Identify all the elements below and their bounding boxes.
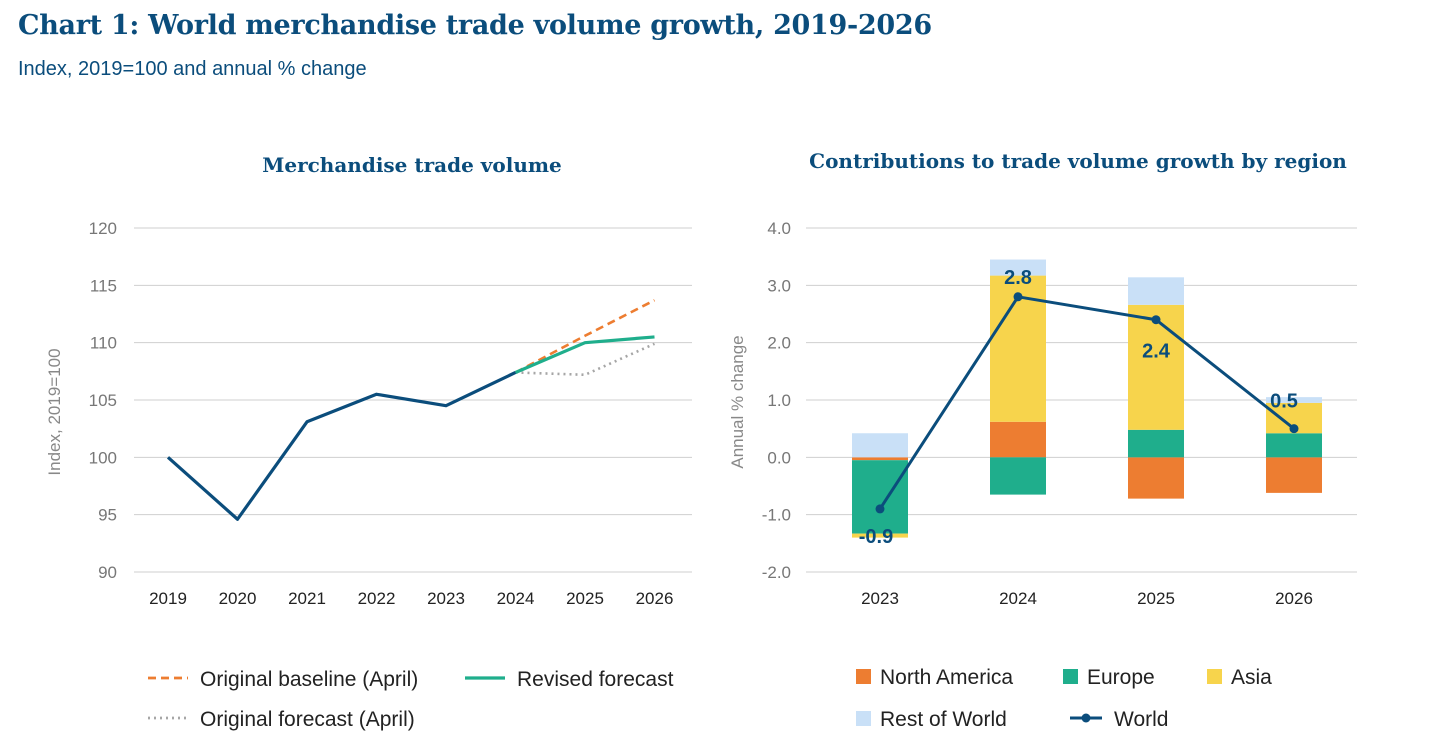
x-tick-label: 2023 [427, 589, 465, 608]
x-tick-label: 2020 [219, 589, 257, 608]
world-marker [1151, 315, 1161, 325]
legend-label: Rest of World [880, 708, 1007, 731]
y-tick-label: 105 [89, 391, 117, 410]
main-title: Chart 1: World merchandise trade volume … [18, 10, 932, 41]
legend-marker [1081, 713, 1091, 723]
world-data-label: 0.5 [1270, 391, 1298, 413]
right-panel-stacked-bar-chart: Contributions to trade volume growth by … [728, 149, 1357, 731]
bar-segment-north-america [1266, 457, 1322, 493]
bar-segment-rest-of-world [852, 433, 908, 458]
legend-swatch [1207, 669, 1222, 684]
legend-label: Europe [1087, 666, 1155, 689]
y-tick-label: 1.0 [767, 391, 791, 410]
series-line-revised-forecast [514, 335, 655, 374]
bar-segment-north-america [990, 421, 1046, 458]
y-tick-label: 120 [89, 219, 117, 238]
bar-segment-europe [990, 457, 1046, 495]
legend-label: World [1114, 708, 1168, 731]
legend-swatch [856, 669, 871, 684]
x-tick-label: 2026 [1275, 589, 1313, 608]
bar-segment-rest-of-world [1128, 277, 1184, 305]
x-tick-label: 2026 [636, 589, 674, 608]
y-tick-label: -2.0 [762, 563, 791, 582]
legend-label: Original forecast (April) [200, 708, 415, 731]
y-tick-label: -1.0 [762, 506, 791, 525]
subtitle: Index, 2019=100 and annual % change [18, 58, 367, 80]
legend-label: Asia [1231, 666, 1272, 689]
x-tick-label: 2025 [1137, 589, 1175, 608]
world-marker [1013, 292, 1023, 302]
x-tick-label: 2022 [358, 589, 396, 608]
x-tick-label: 2019 [149, 589, 187, 608]
bar-segment-asia [852, 533, 908, 538]
x-tick-label: 2021 [288, 589, 326, 608]
bar-segment-north-america [1128, 457, 1184, 499]
bar-segment-europe [1128, 429, 1184, 458]
y-tick-label: 115 [90, 276, 117, 295]
y-axis-label: Index, 2019=100 [45, 348, 64, 475]
x-tick-label: 2025 [566, 589, 604, 608]
legend-label: Original baseline (April) [200, 668, 418, 691]
x-tick-label: 2023 [861, 589, 899, 608]
legend-label: North America [880, 666, 1013, 689]
bar-segment-europe [1266, 433, 1322, 458]
series-line-actual [166, 371, 517, 521]
x-tick-label: 2024 [999, 589, 1037, 608]
y-tick-label: 90 [98, 563, 117, 582]
legend-label: Revised forecast [517, 668, 674, 691]
world-data-label: 2.4 [1142, 341, 1171, 363]
y-tick-label: 95 [98, 506, 117, 525]
bar-segment-rest-of-world [990, 259, 1046, 276]
world-data-label: 2.8 [1004, 267, 1032, 289]
x-tick-label: 2024 [497, 589, 535, 608]
world-marker [1289, 424, 1299, 434]
legend-swatch [1063, 669, 1078, 684]
y-tick-label: 110 [90, 334, 117, 353]
y-tick-label: 100 [89, 448, 117, 467]
y-tick-label: 4.0 [767, 219, 791, 238]
series-line-original-baseline-april- [514, 299, 656, 374]
left-chart-title: Merchandise trade volume [262, 153, 562, 177]
left-panel-line-chart: Merchandise trade volume 90 95 100 105 110 115… [45, 153, 692, 731]
world-data-label: -0.9 [859, 526, 893, 548]
bar-segment-rest-of-world [1266, 397, 1322, 403]
series-line-original-forecast-april- [515, 342, 656, 377]
world-line [878, 295, 1295, 510]
y-tick-label: 0.0 [767, 448, 791, 467]
y-tick-label: 3.0 [767, 276, 791, 295]
y-tick-label: 2.0 [767, 334, 791, 353]
right-chart-title: Contributions to trade volume growth by … [809, 149, 1347, 173]
legend-swatch [856, 711, 871, 726]
world-marker [875, 504, 885, 514]
bar-segment-europe [852, 460, 908, 534]
bar-segment-asia [1128, 304, 1184, 430]
y-axis-label: Annual % change [728, 335, 747, 468]
bar-segment-north-america [852, 457, 908, 461]
